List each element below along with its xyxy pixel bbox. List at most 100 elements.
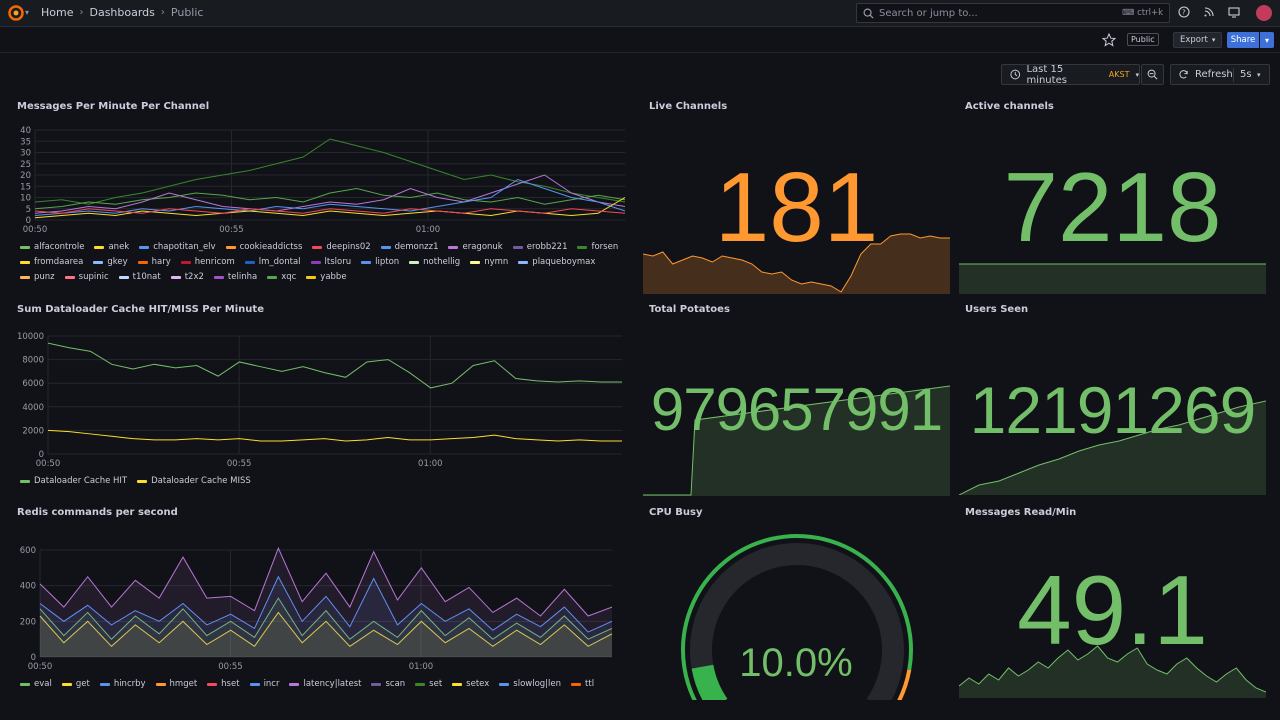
legend-item[interactable]: eragonuk: [448, 242, 503, 252]
panel-title-users-seen[interactable]: Users Seen: [965, 304, 1029, 315]
panel-title-total-potatoes[interactable]: Total Potatoes: [649, 304, 730, 315]
legend-swatch: [415, 682, 426, 686]
panel-title-redis[interactable]: Redis commands per second: [17, 507, 178, 518]
legend-item[interactable]: set: [415, 679, 442, 689]
legend-item[interactable]: hset: [207, 679, 240, 689]
legend-item[interactable]: incr: [249, 679, 279, 689]
legend-item[interactable]: forsen: [577, 242, 618, 252]
legend-item[interactable]: Dataloader Cache HIT: [20, 476, 127, 486]
chevron-down-icon[interactable]: ▾: [25, 8, 30, 17]
x-tick-label: 00:50: [28, 662, 53, 672]
legend-label: yabbe: [320, 272, 347, 282]
news-feed-icon[interactable]: [1203, 6, 1215, 18]
legend-item[interactable]: lipton: [361, 257, 399, 267]
series-line-lipton[interactable]: [34, 178, 626, 216]
legend-item[interactable]: fromdaarea: [20, 257, 83, 267]
legend-item[interactable]: get: [61, 679, 90, 689]
legend-item[interactable]: lm_dontal: [244, 257, 301, 267]
series-line-Dataloader Cache HIT[interactable]: [47, 342, 622, 389]
legend-item[interactable]: plaqueboymax: [518, 257, 595, 267]
legend-label: henricom: [194, 257, 235, 267]
zoom-out-icon: [1147, 69, 1158, 80]
help-icon[interactable]: ?: [1178, 6, 1190, 18]
legend-item[interactable]: t2x2: [170, 272, 204, 282]
legend-item[interactable]: punz: [20, 272, 55, 282]
series-line-hincrby[interactable]: [39, 575, 613, 633]
y-tick-label: 0: [39, 450, 44, 460]
panel-title-live-channels[interactable]: Live Channels: [649, 101, 728, 112]
zoom-out-button[interactable]: [1141, 64, 1164, 85]
legend-item[interactable]: xqc: [267, 272, 296, 282]
legend-item[interactable]: chapotitan_elv: [139, 242, 216, 252]
legend-item[interactable]: anek: [94, 242, 129, 252]
grafana-logo-icon[interactable]: [8, 5, 24, 21]
panel-title-cpu-busy[interactable]: CPU Busy: [649, 507, 703, 518]
legend-item[interactable]: t10nat: [118, 272, 161, 282]
legend-item[interactable]: yabbe: [306, 272, 347, 282]
series-line-get[interactable]: [39, 611, 613, 647]
legend-item[interactable]: slowlog|len: [499, 679, 561, 689]
breadcrumb-dashboards[interactable]: Dashboards: [89, 6, 155, 19]
series-line-Dataloader Cache MISS[interactable]: [47, 429, 622, 442]
legend-item[interactable]: demonzz1: [380, 242, 438, 252]
legend-item[interactable]: nymn: [470, 257, 508, 267]
legend-swatch: [139, 245, 150, 249]
legend-swatch: [61, 682, 72, 686]
legend-item[interactable]: telinha: [213, 272, 257, 282]
legend-item[interactable]: cookieaddictss: [225, 242, 302, 252]
share-button[interactable]: Share: [1227, 32, 1259, 48]
legend-label: latency|latest: [303, 679, 362, 689]
chevron-down-icon[interactable]: ▾: [1257, 70, 1261, 79]
redis-legend: eval get hincrby hmget hset incr latency|lates…: [20, 679, 620, 689]
series-line-latency|latest[interactable]: [39, 546, 613, 617]
live-channels-value: 181: [714, 152, 879, 262]
panel-title-dataloader[interactable]: Sum Dataloader Cache HIT/MISS Per Minute: [17, 304, 264, 315]
series-line-eragonuk[interactable]: [34, 174, 626, 214]
export-button[interactable]: Export ▾: [1173, 32, 1223, 48]
svg-text:?: ?: [1182, 9, 1186, 17]
legend-item[interactable]: ttl: [571, 679, 594, 689]
refresh-icon[interactable]: [1178, 69, 1189, 80]
legend-item[interactable]: nothellig: [409, 257, 460, 267]
legend-item[interactable]: hincrby: [99, 679, 146, 689]
star-icon[interactable]: [1102, 33, 1116, 47]
legend-item[interactable]: Dataloader Cache MISS: [137, 476, 251, 486]
panel-title-messages-per-minute[interactable]: Messages Per Minute Per Channel: [17, 101, 210, 112]
dataloader-chart[interactable]: 0 2000 4000 6000 8000 10000 00:50 00:55 01:00: [0, 326, 640, 474]
redis-chart[interactable]: 0 200 400 600 00:50 00:55 01:00: [0, 535, 640, 675]
legend-item[interactable]: henricom: [180, 257, 235, 267]
legend-swatch: [137, 479, 148, 483]
series-line-xqc[interactable]: [34, 187, 626, 210]
legend-swatch: [213, 275, 224, 279]
series-line-deepins02[interactable]: [34, 208, 626, 214]
legend-item[interactable]: gkey: [93, 257, 128, 267]
legend-item[interactable]: erobb221: [512, 242, 567, 252]
kiosk-mode-icon[interactable]: [1228, 6, 1240, 18]
legend-item[interactable]: setex: [452, 679, 489, 689]
series-line-anek[interactable]: [34, 197, 626, 219]
time-range-picker[interactable]: Last 15 minutes AKST ▾: [1001, 64, 1140, 86]
refresh-label[interactable]: Refresh: [1195, 69, 1233, 80]
legend-item[interactable]: eval: [20, 679, 52, 689]
legend-item[interactable]: latency|latest: [289, 679, 361, 689]
refresh-interval[interactable]: 5s: [1240, 69, 1252, 80]
series-line-forsen[interactable]: [34, 138, 626, 205]
legend-item[interactable]: hmget: [155, 679, 197, 689]
legend-item[interactable]: scan: [371, 679, 405, 689]
legend-item[interactable]: alfacontrole: [20, 242, 84, 252]
legend-label: eragonuk: [462, 242, 503, 252]
legend-item[interactable]: supinic: [64, 272, 109, 282]
legend-item[interactable]: ltsloru: [310, 257, 351, 267]
search-input[interactable]: Search or jump to... ⌨ ctrl+k: [856, 3, 1170, 23]
legend-item[interactable]: hary: [137, 257, 171, 267]
legend-item[interactable]: deepins02: [312, 242, 371, 252]
x-tick-label: 01:00: [418, 459, 443, 469]
refresh-picker[interactable]: Refresh 5s ▾: [1170, 64, 1270, 85]
panel-title-active-channels[interactable]: Active channels: [965, 101, 1054, 112]
panel-title-messages-read[interactable]: Messages Read/Min: [965, 507, 1077, 518]
series-line-eval[interactable]: [39, 597, 613, 640]
user-avatar[interactable]: [1256, 5, 1272, 21]
breadcrumb-home[interactable]: Home: [41, 6, 74, 19]
share-dropdown-button[interactable]: ▾: [1260, 32, 1274, 48]
